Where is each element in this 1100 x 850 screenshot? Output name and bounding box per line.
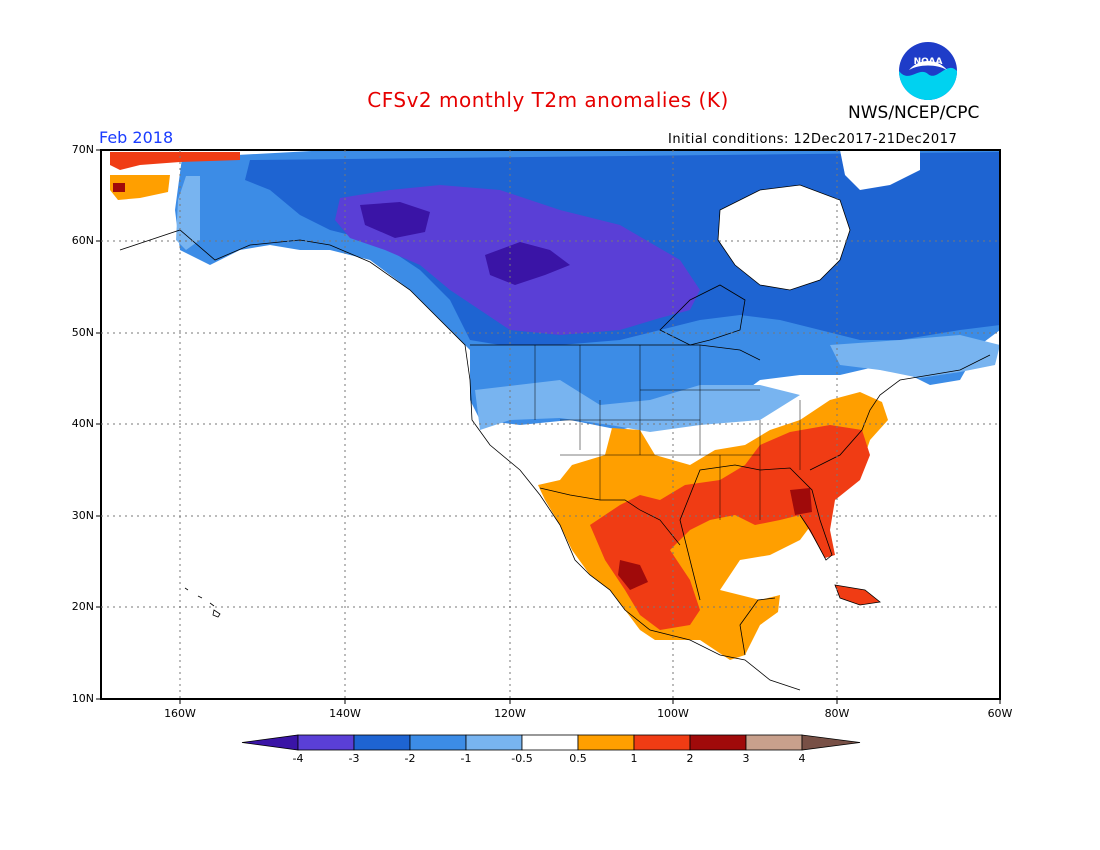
colorbar-tick-label: -2 — [404, 752, 416, 765]
valid-month-label: Feb 2018 — [99, 128, 174, 147]
longitude-label: 160W — [164, 707, 196, 720]
latitude-label: 30N — [71, 509, 94, 522]
colorbar-segment — [633, 734, 691, 751]
anomaly-region-plus2-mexico — [618, 560, 648, 590]
anomaly-region-minus4-a — [360, 202, 430, 238]
coastline-north-america — [119, 229, 991, 691]
colorbar-tick-label: 1 — [630, 752, 638, 765]
latitude-label: 40N — [71, 417, 94, 430]
colorbar-segment — [465, 734, 523, 751]
axis-ticks — [96, 149, 1001, 704]
colorbar-tick-label: -0.5 — [511, 752, 533, 765]
coastline-cuba — [834, 584, 881, 606]
us-state-lines — [534, 345, 801, 520]
initial-conditions-label: Initial conditions: 12Dec2017-21Dec2017 — [668, 132, 958, 147]
anomaly-region-plus1 — [590, 425, 870, 630]
coastline-hawaii — [184, 587, 221, 618]
colorbar-segment — [353, 734, 411, 751]
latitude-label: 50N — [71, 326, 94, 339]
agency-label: NWS/NCEP/CPC — [848, 103, 980, 123]
colorbar-segment — [801, 734, 861, 751]
chart-title: CFSv2 monthly T2m anomalies (K) — [367, 88, 729, 112]
arctic-white-area — [840, 150, 920, 190]
us-mexico-border — [539, 487, 681, 546]
colorbar — [241, 734, 861, 751]
coastline-hudson-bay — [659, 284, 746, 346]
anomaly-region-minus05-plains — [475, 380, 800, 432]
longitude-label: 100W — [657, 707, 689, 720]
colorbar-tick-label: 4 — [798, 752, 806, 765]
colorbar-segment — [297, 734, 355, 751]
colorbar-tick-label: -1 — [460, 752, 472, 765]
anomaly-region-plus2-south — [790, 488, 812, 515]
noaa-logo: NOAA — [899, 42, 957, 100]
coastline-greenland — [717, 184, 851, 291]
longitude-label: 120W — [494, 707, 526, 720]
svg-text:NOAA: NOAA — [914, 57, 943, 67]
anomaly-region-minus05-east-canada — [830, 335, 1000, 378]
anomaly-region-plus2-alaska — [113, 183, 125, 192]
colorbar-tick-label: -4 — [292, 752, 304, 765]
colorbar-segment — [689, 734, 747, 751]
latitude-label: 70N — [71, 143, 94, 156]
anomaly-region-minus4-b — [485, 242, 570, 285]
colorbar-tick-label: 0.5 — [569, 752, 587, 765]
anomaly-region-plus05-alaska — [110, 175, 170, 200]
colorbar-tick-label: 2 — [686, 752, 694, 765]
colorbar-segment — [577, 734, 635, 751]
latitude-label: 10N — [71, 692, 94, 705]
colorbar-tick-label: 3 — [742, 752, 750, 765]
latitude-label: 60N — [71, 234, 94, 247]
greenland-white-area — [718, 185, 850, 290]
colorbar-segment — [521, 734, 579, 751]
longitude-label: 60W — [987, 707, 1013, 720]
anomaly-region-plus1-cuba — [835, 585, 880, 605]
longitude-gridlines — [179, 150, 838, 699]
colorbar-segment — [409, 734, 467, 751]
longitude-label: 80W — [824, 707, 850, 720]
colorbar-segment — [745, 734, 803, 751]
colorbar-tick-label: -3 — [348, 752, 360, 765]
anomaly-region-plus1-alaska — [110, 152, 240, 170]
colorbar-segment — [241, 734, 299, 751]
longitude-label: 140W — [329, 707, 361, 720]
latitude-label: 20N — [71, 600, 94, 613]
